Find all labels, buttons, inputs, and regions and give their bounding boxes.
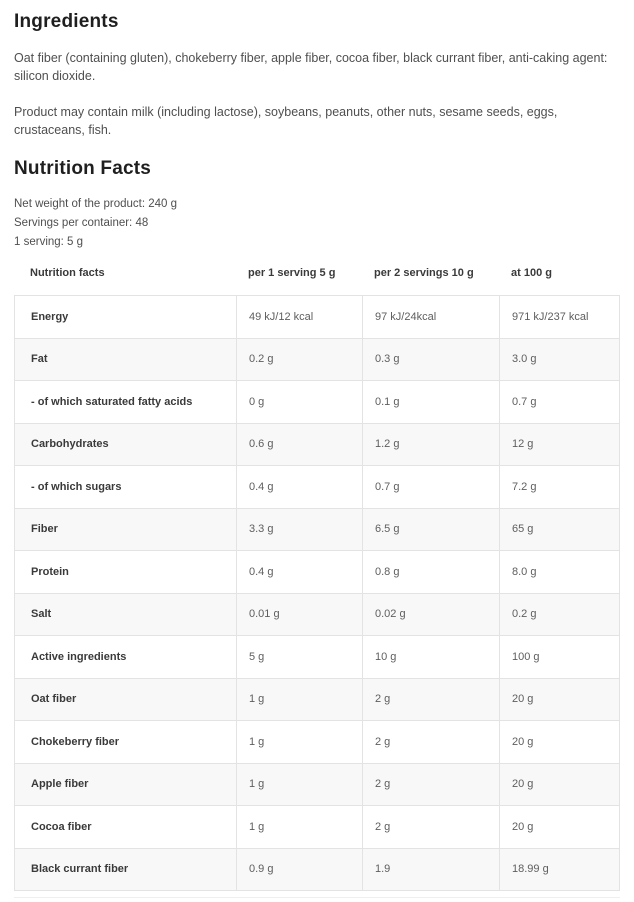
serving-size-text: 1 serving: 5 g: [14, 236, 84, 248]
value-at-100g: 65 g: [499, 508, 619, 550]
nutrition-table-body: Energy 49 kJ/12 kcal 97 kJ/24kcal 971 kJ…: [14, 295, 620, 891]
nutrient-label: Fiber: [31, 523, 58, 536]
value-per-2-servings: 2 g: [362, 721, 499, 763]
value-per-1-serving: 0.9 g: [236, 848, 362, 890]
value-at-100g: 3.0 g: [499, 338, 619, 380]
value-at-100g: 7.2 g: [499, 466, 619, 508]
value-per-1-serving: 0.4 g: [236, 466, 362, 508]
value-per-1-serving: 0.2 g: [236, 338, 362, 380]
table-row: Carbohydrates 0.6 g 1.2 g 12 g: [15, 422, 619, 465]
column-header-nutrition-facts: Nutrition facts: [30, 267, 105, 279]
allergen-warning-text: Product may contain milk (including lact…: [14, 105, 558, 137]
value-per-1-serving: 1 g: [236, 721, 362, 763]
nutrient-label: Carbohydrates: [31, 438, 109, 451]
table-row: - of which sugars 0.4 g 0.7 g 7.2 g: [15, 465, 619, 508]
section-divider: [14, 897, 620, 898]
value-per-2-servings: 1.9: [362, 848, 499, 890]
table-row: Cocoa fiber 1 g 2 g 20 g: [15, 805, 619, 848]
value-at-100g: 20 g: [499, 763, 619, 805]
net-weight-text: Net weight of the product: 240 g: [14, 198, 178, 210]
value-per-2-servings: 0.02 g: [362, 593, 499, 635]
nutrient-label: Oat fiber: [31, 693, 77, 706]
servings-per-container-text: Servings per container: 48: [14, 217, 149, 229]
value-per-2-servings: 6.5 g: [362, 508, 499, 550]
table-row: Apple fiber 1 g 2 g 20 g: [15, 762, 619, 805]
table-row: Black currant fiber 0.9 g 1.9 18.99 g: [15, 847, 619, 890]
value-per-1-serving: 3.3 g: [236, 508, 362, 550]
nutrient-label: - of which sugars: [31, 480, 122, 493]
value-per-1-serving: 5 g: [236, 636, 362, 678]
value-at-100g: 20 g: [499, 806, 619, 848]
table-row: - of which saturated fatty acids 0 g 0.1…: [15, 380, 619, 423]
value-at-100g: 20 g: [499, 721, 619, 763]
value-per-1-serving: 1 g: [236, 763, 362, 805]
nutrient-label: Active ingredients: [31, 650, 127, 663]
value-per-1-serving: 0 g: [236, 381, 362, 423]
nutrition-table: Nutrition facts per 1 serving 5 g per 2 …: [14, 267, 620, 891]
nutrient-label: Black currant fiber: [31, 863, 129, 876]
value-per-1-serving: 0.4 g: [236, 551, 362, 593]
value-per-2-servings: 0.8 g: [362, 551, 499, 593]
value-at-100g: 8.0 g: [499, 551, 619, 593]
value-at-100g: 20 g: [499, 678, 619, 720]
value-per-2-servings: 2 g: [362, 806, 499, 848]
table-row: Energy 49 kJ/12 kcal 97 kJ/24kcal 971 kJ…: [15, 296, 619, 338]
table-row: Oat fiber 1 g 2 g 20 g: [15, 677, 619, 720]
table-row: Salt 0.01 g 0.02 g 0.2 g: [15, 592, 619, 635]
value-per-2-servings: 2 g: [362, 678, 499, 720]
value-at-100g: 18.99 g: [499, 848, 619, 890]
nutrition-facts-heading: Nutrition Facts: [14, 158, 152, 179]
value-per-1-serving: 49 kJ/12 kcal: [236, 296, 362, 338]
nutrient-label: Energy: [31, 310, 69, 323]
value-at-100g: 0.7 g: [499, 381, 619, 423]
column-header-at-100g: at 100 g: [511, 267, 552, 279]
table-row: Fat 0.2 g 0.3 g 3.0 g: [15, 337, 619, 380]
table-row: Active ingredients 5 g 10 g 100 g: [15, 635, 619, 678]
value-per-2-servings: 2 g: [362, 763, 499, 805]
value-at-100g: 0.2 g: [499, 593, 619, 635]
nutrient-label: - of which saturated fatty acids: [31, 395, 193, 408]
nutrient-label: Fat: [31, 353, 48, 366]
value-per-1-serving: 1 g: [236, 678, 362, 720]
serving-info-block: Net weight of the product: 240 g Serving…: [14, 195, 620, 252]
nutrient-label: Protein: [31, 565, 69, 578]
value-at-100g: 971 kJ/237 kcal: [499, 296, 619, 338]
value-at-100g: 12 g: [499, 423, 619, 465]
column-header-per-1-serving: per 1 serving 5 g: [248, 267, 336, 279]
table-row: Protein 0.4 g 0.8 g 8.0 g: [15, 550, 619, 593]
ingredients-composition-text: Oat fiber (containing gluten), chokeberr…: [14, 51, 608, 83]
nutrition-table-header: Nutrition facts per 1 serving 5 g per 2 …: [14, 267, 620, 279]
nutrient-label: Chokeberry fiber: [31, 735, 120, 748]
value-per-1-serving: 1 g: [236, 806, 362, 848]
column-header-per-2-servings: per 2 servings 10 g: [374, 267, 474, 279]
value-per-2-servings: 1.2 g: [362, 423, 499, 465]
ingredients-heading: Ingredients: [14, 11, 119, 32]
nutrient-label: Cocoa fiber: [31, 820, 92, 833]
value-per-1-serving: 0.01 g: [236, 593, 362, 635]
value-per-2-servings: 97 kJ/24kcal: [362, 296, 499, 338]
value-per-2-servings: 0.1 g: [362, 381, 499, 423]
value-per-1-serving: 0.6 g: [236, 423, 362, 465]
value-per-2-servings: 0.7 g: [362, 466, 499, 508]
table-row: Chokeberry fiber 1 g 2 g 20 g: [15, 720, 619, 763]
value-per-2-servings: 0.3 g: [362, 338, 499, 380]
table-row: Fiber 3.3 g 6.5 g 65 g: [15, 507, 619, 550]
nutrient-label: Salt: [31, 608, 52, 621]
value-per-2-servings: 10 g: [362, 636, 499, 678]
value-at-100g: 100 g: [499, 636, 619, 678]
nutrient-label: Apple fiber: [31, 778, 89, 791]
